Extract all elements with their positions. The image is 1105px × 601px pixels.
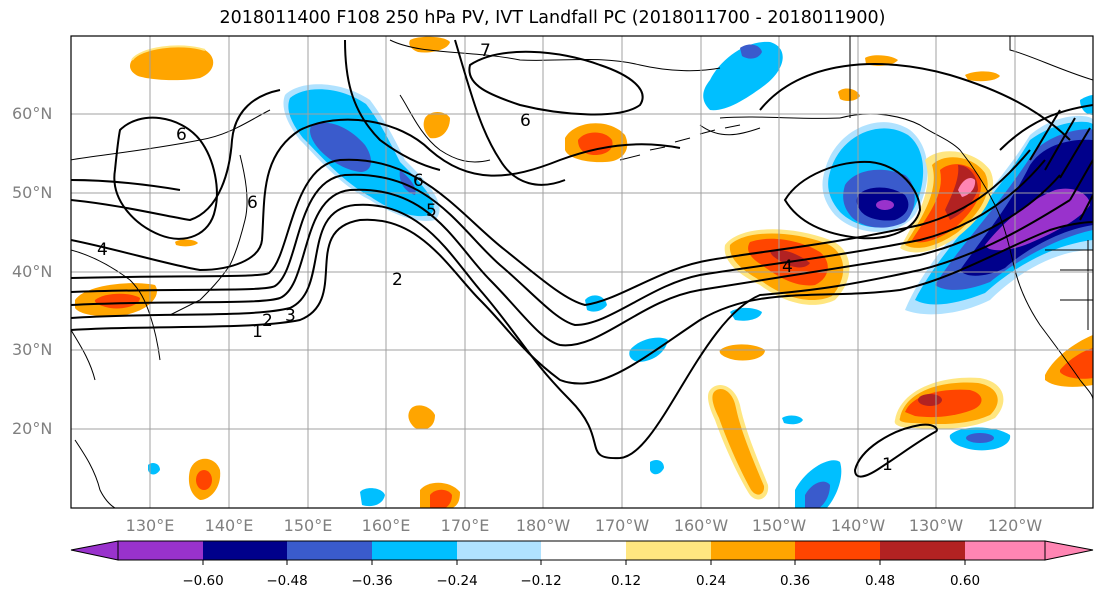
contour-label: 6 (520, 111, 531, 131)
lon-label: 130°W (908, 516, 964, 535)
gridlines (71, 36, 1093, 508)
colorbar-segment (287, 541, 372, 560)
colorbar-segment (965, 541, 1045, 560)
contour-label: 1 (882, 455, 893, 475)
contour-label: 4 (782, 257, 793, 277)
colorbar-segment (541, 541, 626, 560)
colorbar-tick-label: 0.48 (864, 573, 896, 589)
colorbar-tick-label: −0.48 (266, 573, 308, 589)
lat-label: 50°N (12, 183, 53, 202)
colorbar-segment (626, 541, 711, 560)
colorbar-segment (372, 541, 457, 560)
lon-label: 140°E (204, 516, 254, 535)
colorbar-max-arrow (1044, 540, 1094, 561)
colorbar-tick-label: 0.24 (695, 573, 727, 589)
colorbar-segment (880, 541, 965, 560)
map-title: 2018011400 F108 250 hPa PV, IVT Landfall… (219, 8, 886, 28)
colorbar-min-arrow (70, 540, 119, 561)
lon-label: 150°W (751, 516, 807, 535)
lon-label: 130°E (125, 516, 175, 535)
lat-label: 30°N (12, 340, 53, 359)
map-border (70, 35, 1094, 509)
contour-label: 5 (426, 201, 437, 221)
colorbar-tick-label: 0.36 (779, 573, 811, 589)
lon-label: 180°W (515, 516, 571, 535)
lat-label: 60°N (12, 104, 53, 123)
colorbar-segment (203, 541, 287, 560)
colorbar-tick-label: −0.24 (436, 573, 478, 589)
contour-label: 1 (252, 322, 263, 342)
contour-label: 6 (413, 171, 424, 191)
contour-labels: 1 2 3 4 5 6 7 2 6 1 6 6 4 (97, 41, 893, 475)
lon-label: 160°W (673, 516, 729, 535)
colorbar (70, 540, 1094, 565)
lat-label: 20°N (12, 419, 53, 438)
lon-label: 150°E (283, 516, 333, 535)
colorbar-tick-label: 0.60 (949, 573, 981, 589)
colorbar-segment (457, 541, 541, 560)
contour-label: 3 (285, 306, 296, 326)
contour-label: 6 (176, 125, 187, 145)
contour-label: 2 (262, 311, 273, 331)
lon-label: 170°E (440, 516, 490, 535)
colorbar-tick-label: −0.12 (520, 573, 562, 589)
colorbar-segment (795, 541, 880, 560)
colorbar-tick-label: 0.12 (610, 573, 642, 589)
colorbar-tick-label: −0.60 (182, 573, 224, 589)
lon-label: 170°W (594, 516, 650, 535)
lon-label: 140°W (830, 516, 886, 535)
contour-label: 6 (247, 193, 258, 213)
lon-label: 160°E (361, 516, 411, 535)
lon-label: 120°W (987, 516, 1043, 535)
contour-label: 2 (392, 270, 403, 290)
contour-label: 7 (480, 41, 491, 61)
coastlines (71, 36, 1093, 508)
colorbar-segment (711, 541, 795, 560)
contour-label: 4 (97, 240, 108, 260)
colorbar-tick-label: −0.36 (351, 573, 393, 589)
lat-label: 40°N (12, 262, 53, 281)
ivt-contours (71, 39, 1093, 478)
colorbar-segment (118, 541, 203, 560)
